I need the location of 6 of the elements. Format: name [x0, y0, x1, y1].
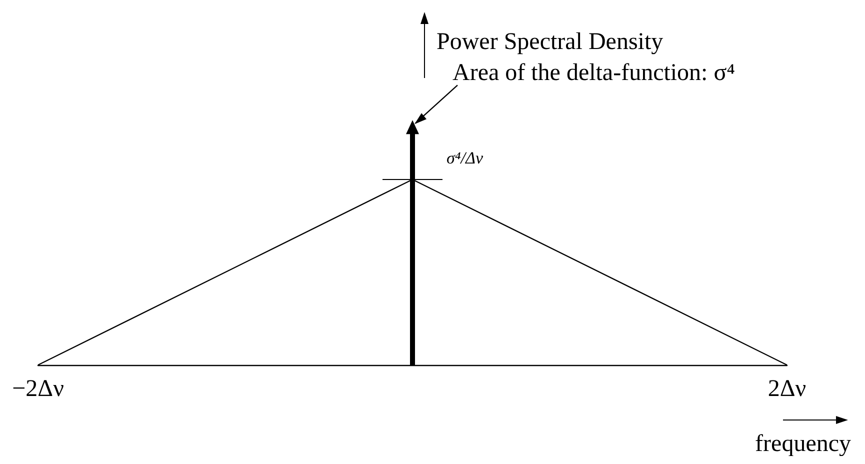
x-axis-title: frequency	[755, 431, 852, 457]
x-tick-label: −2Δν	[12, 376, 64, 402]
annotation: σ⁴/Δν	[446, 148, 484, 168]
x-tick-label: 2Δν	[768, 376, 806, 402]
y-axis-title: Power Spectral Density	[436, 29, 664, 55]
annotation: Area of the delta-function: σ⁴	[452, 60, 736, 86]
